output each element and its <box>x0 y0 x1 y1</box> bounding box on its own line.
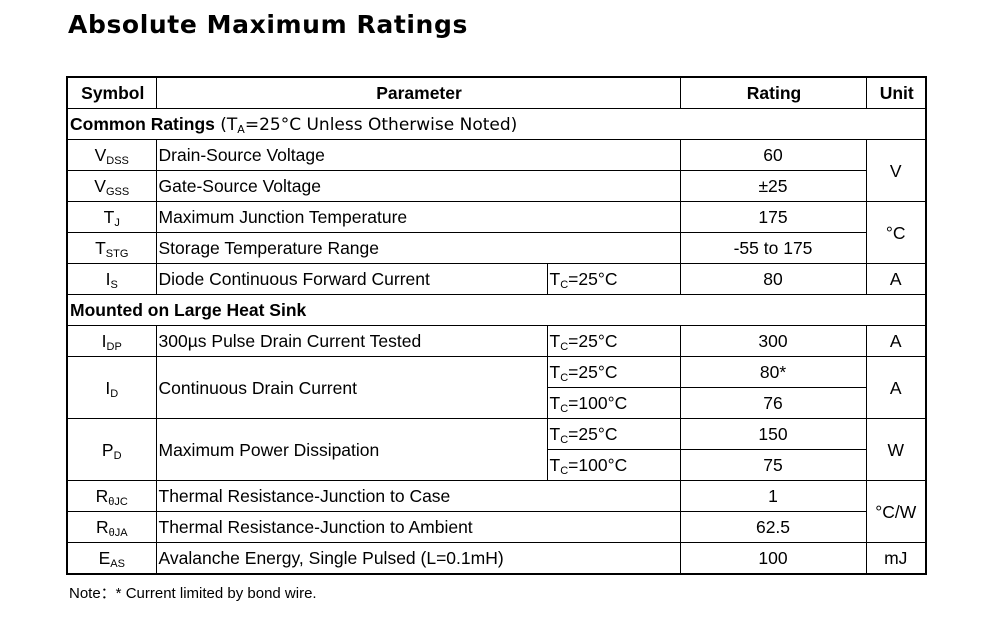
table-row: TJ Maximum Junction Temperature 175 °C <box>66 201 927 264</box>
symbol-cell: VGSS <box>66 170 157 202</box>
rating-cell: 175 <box>679 201 867 233</box>
rating-cell: 80* <box>679 356 867 388</box>
parameter-cell: Drain-Source Voltage <box>155 139 681 171</box>
unit-cell: A <box>865 325 927 357</box>
parameter-cell: Thermal Resistance-Junction to Case <box>155 480 681 512</box>
symbol-cell: IS <box>66 263 157 295</box>
rating-cell: 1 <box>679 480 867 512</box>
table-row: TC=100°C 76 <box>67 387 926 419</box>
condition-cell: TC=25°C <box>546 356 681 388</box>
header-symbol: Symbol <box>66 76 157 109</box>
parameter-cell: Maximum Power Dissipation <box>155 418 548 481</box>
parameter-cell: Continuous Drain Current <box>155 356 548 419</box>
rating-cell: 76 <box>679 387 867 419</box>
unit-cell: A <box>865 263 927 295</box>
unit-cell: °C/W <box>865 480 927 543</box>
table-row: RθJC Thermal Resistance-Junction to Case… <box>66 480 927 543</box>
section-row-heatsink: Mounted on Large Heat Sink <box>66 294 927 326</box>
section-common: Common Ratings (TA=25°C Unless Otherwise… <box>66 108 927 140</box>
rating-cell: 80 <box>679 263 867 295</box>
symbol-cell: RθJC <box>66 480 157 512</box>
condition-cell: TC=25°C <box>546 418 681 450</box>
rating-cell: ±25 <box>679 170 867 202</box>
table-row: ID Continuous Drain Current TC=25°C 80* … <box>66 356 927 419</box>
section-heatsink: Mounted on Large Heat Sink <box>66 294 927 326</box>
parameter-cell: Storage Temperature Range <box>155 232 681 264</box>
condition-cell: TC=25°C <box>546 325 681 357</box>
table-row: PD Maximum Power Dissipation TC=25°C 150… <box>66 418 927 481</box>
unit-cell: A <box>865 356 927 419</box>
parameter-cell: Avalanche Energy, Single Pulsed (L=0.1mH… <box>155 542 681 575</box>
parameter-cell: Thermal Resistance-Junction to Ambient <box>155 511 681 543</box>
symbol-cell: PD <box>66 418 157 481</box>
symbol-cell: ID <box>66 356 157 419</box>
unit-cell: °C <box>865 201 927 264</box>
table-row: RθJA Thermal Resistance-Junction to Ambi… <box>66 511 926 543</box>
table-row: IDP 300µs Pulse Drain Current Tested TC=… <box>66 325 927 357</box>
symbol-cell: TSTG <box>66 232 157 264</box>
section-row-common: Common Ratings (TA=25°C Unless Otherwise… <box>66 108 927 140</box>
header-unit: Unit <box>865 76 927 109</box>
condition-cell: TC=25°C <box>546 263 681 295</box>
symbol-cell: VDSS <box>66 139 157 171</box>
table-header-row: Symbol Parameter Rating Unit <box>66 76 927 109</box>
section-common-label: Common Ratings <box>70 113 215 134</box>
rating-cell: 150 <box>679 418 867 450</box>
rating-cell: 75 <box>679 449 867 481</box>
rating-cell: -55 to 175 <box>679 232 867 264</box>
symbol-cell: TJ <box>66 201 157 233</box>
table-row: VGSS Gate-Source Voltage ±25 <box>66 170 926 202</box>
symbol-cell: IDP <box>66 325 157 357</box>
section-common-condition: (TA=25°C Unless Otherwise Noted) <box>214 114 518 136</box>
header-parameter: Parameter <box>155 76 681 109</box>
condition-cell: TC=100°C <box>546 449 681 481</box>
page-title: Absolute Maximum Ratings <box>68 10 468 39</box>
rating-cell: 60 <box>679 139 867 171</box>
rating-cell: 300 <box>679 325 867 357</box>
table-row: TSTG Storage Temperature Range -55 to 17… <box>66 232 926 264</box>
parameter-cell: Gate-Source Voltage <box>155 170 681 202</box>
table-row: EAS Avalanche Energy, Single Pulsed (L=0… <box>66 542 927 575</box>
rating-cell: 100 <box>679 542 867 575</box>
symbol-cell: EAS <box>66 542 157 575</box>
rating-cell: 62.5 <box>679 511 867 543</box>
header-rating: Rating <box>679 76 867 109</box>
table-row: IS Diode Continuous Forward Current TC=2… <box>66 263 927 295</box>
ratings-table: Symbol Parameter Rating Unit Common Rati… <box>66 76 927 575</box>
parameter-cell: Diode Continuous Forward Current <box>155 263 548 295</box>
symbol-cell: RθJA <box>66 511 157 543</box>
footnote: Note：* Current limited by bond wire. <box>69 585 317 602</box>
condition-cell: TC=100°C <box>546 387 681 419</box>
parameter-cell: Maximum Junction Temperature <box>155 201 681 233</box>
parameter-cell: 300µs Pulse Drain Current Tested <box>155 325 548 357</box>
unit-cell: W <box>865 418 927 481</box>
table-row: VDSS Drain-Source Voltage 60 V <box>66 139 927 202</box>
unit-cell: mJ <box>865 542 927 575</box>
unit-cell: V <box>865 139 927 202</box>
